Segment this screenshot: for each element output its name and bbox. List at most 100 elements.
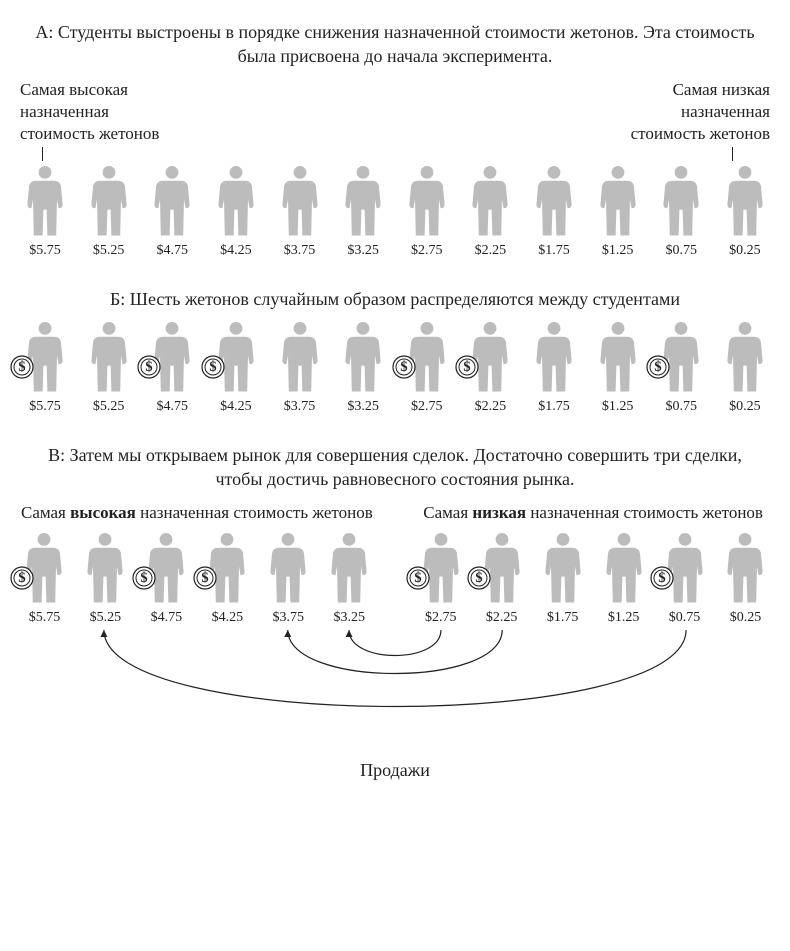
label-highest: Самая высокаяназначеннаястоимость жетоно… [20, 79, 159, 145]
svg-text:$: $ [464, 359, 471, 375]
person-cell: $5.75 [14, 165, 76, 259]
person-cell: $5.25 [75, 532, 136, 626]
price-label: $5.75 [29, 610, 61, 626]
svg-text:$: $ [655, 359, 662, 375]
price-label: $5.25 [93, 243, 125, 259]
person-cell: $ $5.75 [14, 321, 76, 415]
section-c-left: Самая высокая назначенная стоимость жето… [14, 502, 380, 626]
person-cell: $ $5.75 [14, 532, 75, 626]
person-cell: $ $4.75 [141, 321, 203, 415]
person-cell: $3.25 [332, 165, 394, 259]
section-a-pointers [12, 147, 778, 165]
svg-text:$: $ [658, 570, 665, 586]
svg-text:$: $ [18, 359, 25, 375]
section-c-split: Самая высокая назначенная стоимость жето… [14, 502, 776, 626]
person-cell: $3.75 [258, 532, 319, 626]
token-icon: $ [132, 566, 156, 590]
price-label: $0.25 [730, 610, 762, 626]
person-cell: $0.25 [714, 321, 776, 415]
person-cell: $0.25 [715, 532, 776, 626]
person-cell: $1.25 [593, 532, 654, 626]
price-label: $2.75 [411, 399, 443, 415]
section-b: Б: Шесть жетонов случайным образом распр… [12, 287, 778, 415]
price-label: $1.75 [538, 399, 570, 415]
person-cell: $ $2.25 [459, 321, 521, 415]
price-label: $2.25 [486, 610, 518, 626]
svg-text:$: $ [146, 359, 153, 375]
price-label: $4.25 [212, 610, 244, 626]
section-c-right-row: $ $2.75 $ $2.25 $1.75 $1.25 $ $0.75 $0.2… [410, 532, 776, 626]
price-label: $3.75 [284, 243, 316, 259]
section-c: В: Затем мы открываем рынок для совершен… [12, 443, 778, 781]
price-label: $0.25 [729, 399, 761, 415]
sales-arcs [12, 626, 778, 766]
price-label: $4.75 [157, 243, 189, 259]
price-label: $3.25 [347, 243, 379, 259]
person-cell: $1.25 [587, 165, 649, 259]
person-cell: $5.25 [78, 321, 140, 415]
token-icon: $ [201, 355, 225, 379]
price-label: $2.75 [425, 610, 457, 626]
section-c-title: В: Затем мы открываем рынок для совершен… [25, 443, 765, 492]
section-c-left-row: $ $5.75 $5.25 $ $4.75 $ $4.25 $3.75 $3.2… [14, 532, 380, 626]
token-icon: $ [193, 566, 217, 590]
token-icon: $ [455, 355, 479, 379]
price-label: $5.25 [90, 610, 122, 626]
person-cell: $2.75 [396, 165, 458, 259]
price-label: $0.75 [666, 243, 698, 259]
price-label: $1.75 [538, 243, 570, 259]
person-cell: $ $2.75 [410, 532, 471, 626]
person-cell: $ $0.75 [654, 532, 715, 626]
person-cell: $3.75 [269, 165, 331, 259]
section-c-left-label: Самая высокая назначенная стоимость жето… [14, 502, 380, 524]
person-cell: $2.25 [459, 165, 521, 259]
section-a-row: $5.75 $5.25 $4.75 $4.25 $3.75 $3.25 $2.7… [14, 165, 776, 259]
sales-label: Продажи [12, 760, 778, 781]
price-label: $0.75 [669, 610, 701, 626]
person-cell: $ $0.75 [650, 321, 712, 415]
section-a: А: Студенты выстроены в порядке снижения… [12, 20, 778, 259]
token-icon: $ [650, 566, 674, 590]
person-cell: $ $2.75 [396, 321, 458, 415]
section-b-row: $ $5.75 $5.25 $ $4.75 $ $4.25 $3.75 $3.2… [14, 321, 776, 415]
person-cell: $0.75 [650, 165, 712, 259]
price-label: $2.75 [411, 243, 443, 259]
price-label: $5.75 [29, 243, 61, 259]
person-cell: $3.25 [319, 532, 380, 626]
token-icon: $ [137, 355, 161, 379]
token-icon: $ [467, 566, 491, 590]
label-lowest: Самая низкаяназначеннаястоимость жетонов [631, 79, 770, 145]
price-label: $5.25 [93, 399, 125, 415]
token-icon: $ [10, 566, 34, 590]
price-label: $3.75 [284, 399, 316, 415]
price-label: $0.25 [729, 243, 761, 259]
price-label: $3.25 [333, 610, 365, 626]
price-label: $4.25 [220, 399, 252, 415]
svg-text:$: $ [476, 570, 483, 586]
svg-text:$: $ [201, 570, 208, 586]
svg-text:$: $ [209, 359, 216, 375]
token-icon: $ [406, 566, 430, 590]
price-label: $4.75 [151, 610, 183, 626]
person-cell: $ $2.25 [471, 532, 532, 626]
person-cell: $ $4.25 [205, 321, 267, 415]
pointer-right [732, 147, 733, 161]
token-icon: $ [10, 355, 34, 379]
person-cell: $ $4.25 [197, 532, 258, 626]
person-cell: $0.25 [714, 165, 776, 259]
svg-text:$: $ [415, 570, 422, 586]
section-a-labels: Самая высокаяназначеннаястоимость жетоно… [20, 79, 770, 145]
price-label: $3.25 [347, 399, 379, 415]
person-cell: $1.75 [523, 165, 585, 259]
price-label: $1.25 [608, 610, 640, 626]
svg-text:$: $ [400, 359, 407, 375]
person-cell: $3.25 [332, 321, 394, 415]
price-label: $3.75 [273, 610, 305, 626]
person-cell: $1.75 [523, 321, 585, 415]
price-label: $2.25 [475, 243, 507, 259]
person-cell: $ $4.75 [136, 532, 197, 626]
price-label: $0.75 [666, 399, 698, 415]
person-cell: $3.75 [269, 321, 331, 415]
token-icon: $ [646, 355, 670, 379]
price-label: $1.25 [602, 399, 634, 415]
